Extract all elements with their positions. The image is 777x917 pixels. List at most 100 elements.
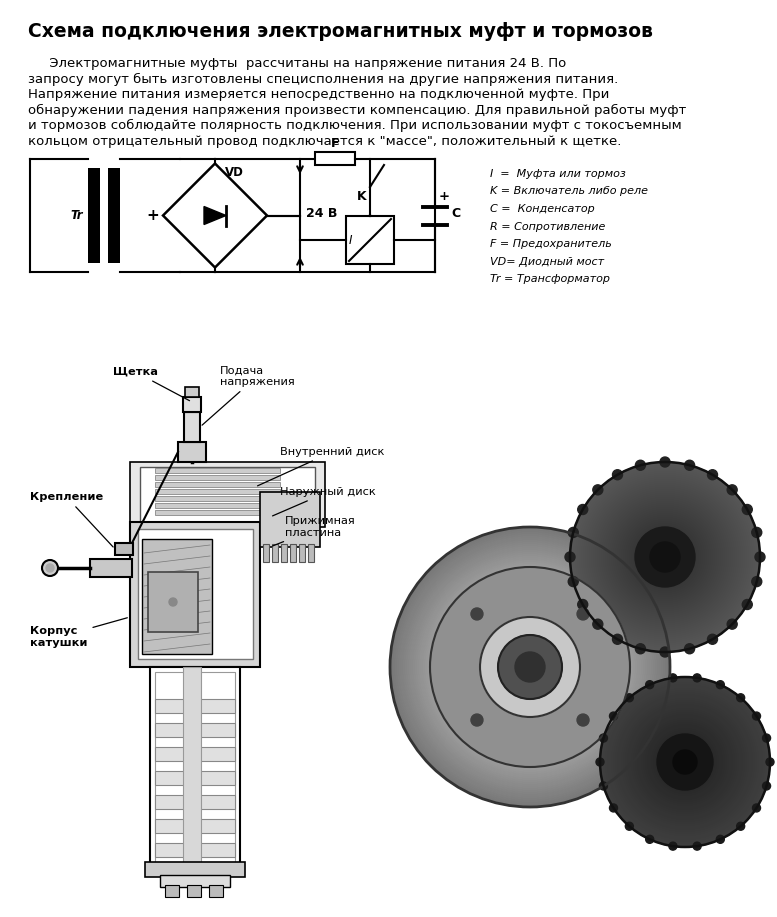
Text: F: F [331, 137, 340, 150]
Circle shape [512, 649, 548, 685]
Circle shape [404, 541, 656, 793]
Circle shape [466, 603, 594, 731]
Circle shape [604, 681, 766, 843]
Bar [260, 492, 320, 547]
Bar [155, 819, 235, 833]
Bar [390, 457, 760, 877]
Bar [209, 885, 223, 897]
Bar [150, 667, 240, 867]
Circle shape [456, 593, 604, 741]
Circle shape [752, 577, 761, 587]
Circle shape [612, 635, 622, 645]
Circle shape [622, 514, 708, 600]
Circle shape [680, 757, 690, 767]
Circle shape [446, 583, 614, 751]
Circle shape [635, 527, 695, 587]
Circle shape [464, 601, 596, 733]
Circle shape [636, 460, 646, 470]
Circle shape [515, 652, 545, 682]
Circle shape [582, 474, 748, 640]
Circle shape [610, 687, 760, 837]
Circle shape [418, 555, 642, 779]
Circle shape [648, 540, 682, 574]
Text: 24 В: 24 В [306, 207, 337, 220]
Bar [138, 529, 253, 659]
Circle shape [737, 694, 744, 702]
Circle shape [650, 727, 720, 797]
Circle shape [600, 492, 730, 622]
Text: K = Включатель либо реле: K = Включатель либо реле [490, 186, 648, 196]
Circle shape [616, 508, 714, 606]
Circle shape [577, 608, 589, 620]
Circle shape [390, 527, 670, 807]
Circle shape [660, 552, 670, 562]
Circle shape [508, 645, 552, 689]
Circle shape [622, 699, 748, 825]
Circle shape [578, 504, 587, 514]
Text: Внутренний диск: Внутренний диск [257, 447, 385, 486]
Text: +: + [146, 208, 159, 223]
Circle shape [426, 563, 634, 771]
Circle shape [434, 571, 626, 763]
Bar [115, 543, 133, 555]
Circle shape [685, 644, 695, 654]
Circle shape [646, 723, 724, 801]
Text: Подача
напряжения: Подача напряжения [202, 365, 294, 425]
Circle shape [660, 737, 710, 787]
Circle shape [634, 711, 736, 813]
Text: VD= Диодный мост: VD= Диодный мост [490, 257, 605, 267]
Circle shape [625, 694, 633, 702]
Bar [155, 468, 280, 473]
Circle shape [640, 532, 690, 582]
Bar [155, 771, 235, 785]
Circle shape [673, 750, 697, 774]
Circle shape [570, 462, 760, 652]
Circle shape [624, 516, 706, 598]
Circle shape [606, 498, 724, 616]
Bar [155, 496, 280, 501]
Text: C: C [451, 207, 460, 220]
Circle shape [650, 542, 680, 572]
Circle shape [716, 835, 724, 844]
Bar [165, 885, 179, 897]
Circle shape [392, 529, 668, 805]
Circle shape [656, 733, 714, 791]
Circle shape [494, 631, 566, 703]
Circle shape [636, 713, 734, 811]
Bar [155, 795, 235, 809]
Circle shape [486, 623, 574, 711]
Circle shape [596, 758, 604, 766]
Circle shape [408, 545, 652, 789]
Circle shape [646, 538, 684, 576]
Text: кольцом отрицательный провод подключается к "массе", положительный к щетке.: кольцом отрицательный провод подключаетс… [28, 135, 622, 148]
Circle shape [693, 842, 701, 850]
Circle shape [609, 804, 618, 812]
Bar [142, 539, 212, 654]
Circle shape [620, 512, 710, 602]
Circle shape [458, 595, 602, 739]
Circle shape [452, 589, 608, 745]
Circle shape [590, 482, 740, 632]
Circle shape [430, 567, 630, 767]
Circle shape [454, 591, 606, 743]
Circle shape [478, 615, 582, 719]
Circle shape [624, 701, 746, 823]
Bar [130, 462, 325, 527]
Circle shape [522, 659, 538, 675]
Circle shape [500, 637, 560, 697]
Circle shape [432, 569, 628, 765]
Text: обнаружении падения напряжения произвести компенсацию. Для правильной работы муф: обнаружении падения напряжения произвест… [28, 104, 686, 116]
Circle shape [752, 804, 761, 812]
Circle shape [658, 735, 712, 789]
Circle shape [412, 549, 648, 785]
Circle shape [584, 476, 746, 638]
Circle shape [594, 486, 736, 628]
Circle shape [656, 548, 674, 566]
Circle shape [528, 665, 532, 669]
Circle shape [568, 577, 578, 587]
Circle shape [626, 703, 744, 821]
Text: F = Предохранитель: F = Предохранитель [490, 239, 611, 249]
Bar [155, 699, 235, 713]
Circle shape [742, 600, 752, 610]
Circle shape [436, 573, 624, 761]
